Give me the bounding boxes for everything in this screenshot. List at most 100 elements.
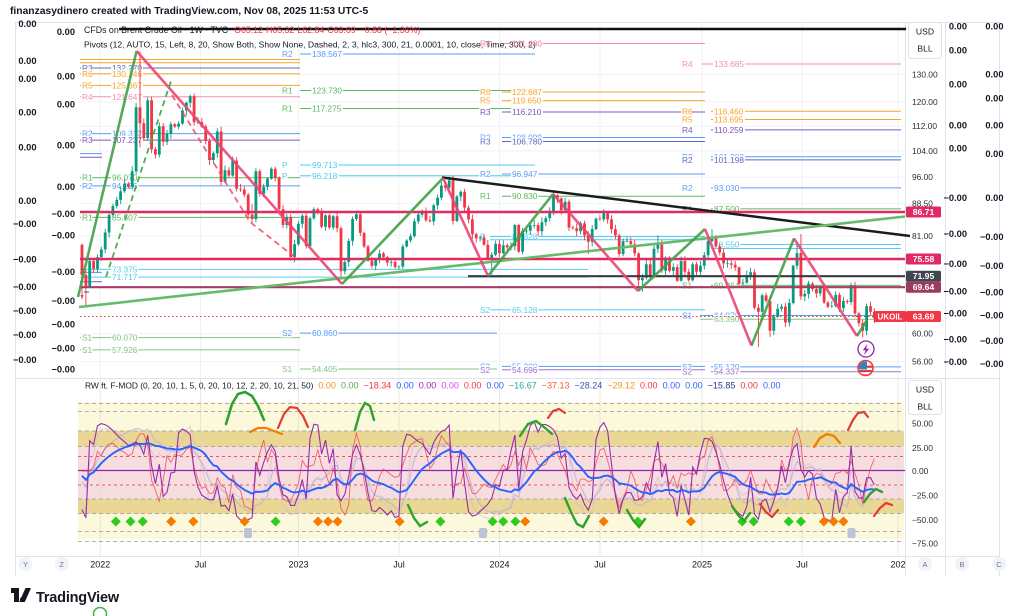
svg-text:−0.00: −0.00 xyxy=(980,359,1004,369)
svg-text:Z: Z xyxy=(59,560,64,569)
svg-text:106.780: 106.780 xyxy=(512,137,542,147)
svg-text:P: P xyxy=(282,160,288,170)
svg-text:−0.00: −0.00 xyxy=(51,320,75,330)
svg-text:0.00: 0.00 xyxy=(949,144,967,154)
svg-text:0.00: 0.00 xyxy=(18,108,36,118)
svg-text:54.696: 54.696 xyxy=(512,365,538,375)
svg-text:−0.00: −0.00 xyxy=(943,229,967,239)
svg-text:−0.00: −0.00 xyxy=(51,230,75,240)
svg-text:−0.00: −0.00 xyxy=(980,288,1004,298)
svg-text:USD: USD xyxy=(916,385,934,395)
svg-text:−0.00: −0.00 xyxy=(943,357,967,367)
svg-text:S1: S1 xyxy=(282,364,293,374)
svg-text:R2: R2 xyxy=(82,129,93,139)
svg-text:60.860: 60.860 xyxy=(312,328,338,338)
svg-text:R2: R2 xyxy=(480,169,491,179)
svg-text:−0.00: −0.00 xyxy=(13,254,37,264)
svg-text:R6: R6 xyxy=(682,106,693,116)
svg-text:−25.00: −25.00 xyxy=(912,491,938,501)
svg-text:finanzasydinero created with T: finanzasydinero created with TradingView… xyxy=(10,6,369,17)
svg-text:RW ft. F-MOD (0, 20, 10, 1, 5,: RW ft. F-MOD (0, 20, 10, 1, 5, 0, 20, 10… xyxy=(85,381,780,391)
svg-text:120.00: 120.00 xyxy=(912,97,938,107)
svg-text:CFDs on Brent Crude Oil · 1W ·: CFDs on Brent Crude Oil · 1W · TVC O65.12… xyxy=(84,25,420,35)
svg-text:0.00: 0.00 xyxy=(18,74,36,84)
svg-text:121.647: 121.647 xyxy=(112,92,142,102)
svg-text:P: P xyxy=(282,171,288,181)
svg-text:−0.00: −0.00 xyxy=(943,287,967,297)
svg-text:122.687: 122.687 xyxy=(512,87,542,97)
svg-text:0.00: 0.00 xyxy=(57,182,75,192)
svg-text:R2: R2 xyxy=(282,49,293,59)
svg-text:Pivots (12, AUTO, 15, Left, 8,: Pivots (12, AUTO, 15, Left, 8, 20, Show … xyxy=(84,40,536,50)
svg-text:S2: S2 xyxy=(282,328,293,338)
svg-text:96.218: 96.218 xyxy=(312,171,338,181)
svg-text:−0.00: −0.00 xyxy=(13,282,37,292)
svg-text:S2: S2 xyxy=(480,305,491,315)
svg-text:117.275: 117.275 xyxy=(312,104,342,114)
svg-text:R3: R3 xyxy=(480,137,491,147)
svg-text:55.120: 55.120 xyxy=(714,362,740,372)
svg-text:R6: R6 xyxy=(82,69,93,79)
svg-text:96.947: 96.947 xyxy=(512,169,538,179)
svg-text:0.00: 0.00 xyxy=(912,466,929,476)
svg-text:107.237: 107.237 xyxy=(112,135,142,145)
svg-text:BLL: BLL xyxy=(917,402,933,412)
svg-text:−0.00: −0.00 xyxy=(13,355,37,365)
svg-text:93.030: 93.030 xyxy=(714,183,740,193)
svg-text:63.390: 63.390 xyxy=(714,314,740,324)
svg-text:R1: R1 xyxy=(282,86,293,96)
svg-text:130.146: 130.146 xyxy=(112,69,142,79)
svg-text:110.259: 110.259 xyxy=(714,125,744,135)
svg-text:75.58: 75.58 xyxy=(913,254,935,264)
svg-text:65.128: 65.128 xyxy=(512,305,538,315)
svg-text:71.95: 71.95 xyxy=(913,271,935,281)
svg-text:−75.00: −75.00 xyxy=(912,539,938,549)
svg-text:BLL: BLL xyxy=(917,44,933,54)
svg-text:−0.00: −0.00 xyxy=(943,335,967,345)
svg-text:101.198: 101.198 xyxy=(714,155,744,165)
svg-text:57.926: 57.926 xyxy=(112,345,138,355)
svg-text:0.00: 0.00 xyxy=(985,121,1003,131)
svg-text:R4: R4 xyxy=(82,92,93,102)
svg-text:−0.00: −0.00 xyxy=(13,330,37,340)
svg-text:R1: R1 xyxy=(480,191,491,201)
svg-text:99.713: 99.713 xyxy=(312,160,338,170)
svg-text:−0.00: −0.00 xyxy=(51,209,75,219)
svg-text:69.64: 69.64 xyxy=(913,282,935,292)
svg-text:88.50: 88.50 xyxy=(912,199,933,209)
svg-text:71.717: 71.717 xyxy=(112,272,138,282)
svg-text:R2: R2 xyxy=(682,155,693,165)
svg-text:0.00: 0.00 xyxy=(949,46,967,56)
svg-text:0.00: 0.00 xyxy=(18,56,36,66)
svg-text:109.312: 109.312 xyxy=(112,129,142,139)
svg-text:202: 202 xyxy=(890,560,905,570)
svg-text:−0.00: −0.00 xyxy=(51,344,75,354)
svg-text:R1: R1 xyxy=(82,173,93,183)
svg-text:−0.00: −0.00 xyxy=(13,306,37,316)
svg-text:0.00: 0.00 xyxy=(985,70,1003,80)
svg-text:−0.00: −0.00 xyxy=(980,336,1004,346)
svg-text:73.375: 73.375 xyxy=(112,264,138,274)
svg-text:UKOIL: UKOIL xyxy=(878,313,903,322)
svg-text:S2: S2 xyxy=(682,367,693,377)
svg-text:0.00: 0.00 xyxy=(57,100,75,110)
svg-text:R5: R5 xyxy=(682,115,693,125)
svg-text:130.00: 130.00 xyxy=(912,70,938,80)
svg-text:0.00: 0.00 xyxy=(18,19,36,29)
svg-text:−0.00: −0.00 xyxy=(51,365,75,375)
svg-text:S1: S1 xyxy=(682,311,693,321)
svg-text:R4: R4 xyxy=(682,125,693,135)
svg-text:R3: R3 xyxy=(82,63,93,73)
svg-text:−50.00: −50.00 xyxy=(912,515,938,525)
svg-text:−0.00: −0.00 xyxy=(943,193,967,203)
svg-text:56.00: 56.00 xyxy=(912,357,933,367)
svg-text:87.500: 87.500 xyxy=(714,204,740,214)
svg-text:96.070: 96.070 xyxy=(112,173,138,183)
svg-text:S1: S1 xyxy=(82,333,93,343)
svg-text:80.828: 80.828 xyxy=(512,232,538,242)
svg-text:25.00: 25.00 xyxy=(912,443,933,453)
svg-text:81.00: 81.00 xyxy=(912,231,933,241)
svg-text:2023: 2023 xyxy=(288,560,308,570)
svg-text:104.00: 104.00 xyxy=(912,146,938,156)
svg-text:R4: R4 xyxy=(480,39,491,49)
